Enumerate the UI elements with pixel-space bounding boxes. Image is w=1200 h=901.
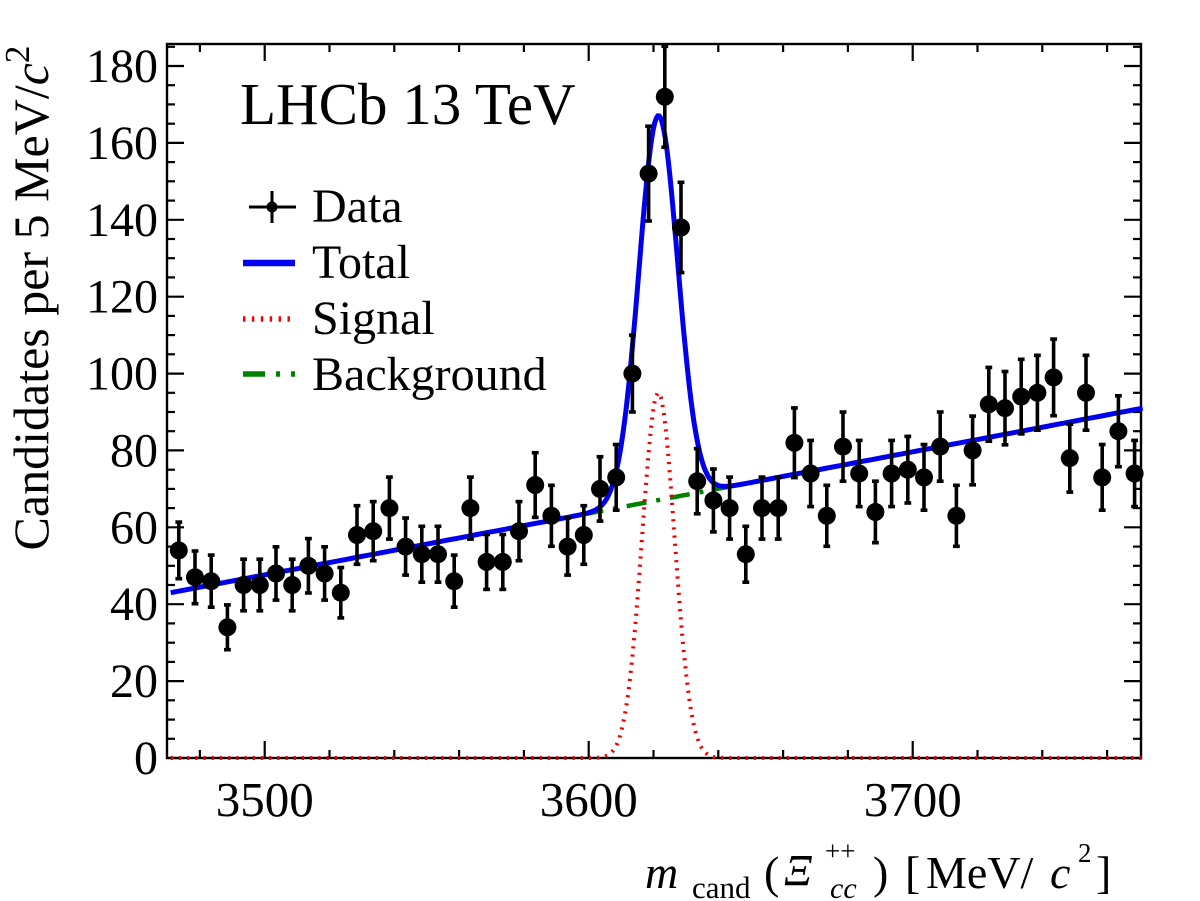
- svg-text:60: 60: [110, 501, 158, 554]
- svg-text:LHCb 13 TeV: LHCb 13 TeV: [240, 71, 576, 137]
- svg-text:40: 40: [110, 578, 158, 631]
- svg-text:++: ++: [825, 836, 855, 866]
- svg-text:0: 0: [134, 732, 158, 785]
- svg-text:80: 80: [110, 424, 158, 477]
- svg-text:120: 120: [86, 271, 158, 324]
- svg-text:160: 160: [86, 117, 158, 170]
- svg-text:Background: Background: [312, 348, 547, 401]
- svg-text:c: c: [1050, 847, 1070, 898]
- svg-text:cc: cc: [830, 872, 857, 901]
- svg-text:): ): [873, 847, 888, 898]
- svg-text:3600: 3600: [540, 772, 638, 827]
- svg-text:180: 180: [86, 40, 158, 93]
- svg-text:[: [: [905, 847, 920, 898]
- svg-text:2: 2: [1078, 838, 1092, 868]
- svg-text:]: ]: [1096, 847, 1111, 898]
- svg-text:3500: 3500: [216, 772, 314, 827]
- svg-text:Signal: Signal: [312, 292, 435, 345]
- svg-text:cand: cand: [692, 870, 751, 901]
- svg-text:3700: 3700: [864, 772, 962, 827]
- svg-text:m: m: [645, 847, 678, 898]
- svg-text:20: 20: [110, 655, 158, 708]
- svg-text:MeV/: MeV/: [926, 847, 1034, 898]
- svg-text:Total: Total: [312, 236, 410, 289]
- svg-text:Ξ: Ξ: [784, 846, 812, 895]
- svg-text:(: (: [764, 847, 779, 898]
- svg-text:Candidates per 5 MeV/c2: Candidates per 5 MeV/c2: [0, 46, 59, 551]
- svg-text:Data: Data: [312, 180, 403, 233]
- svg-text:140: 140: [86, 194, 158, 247]
- svg-text:100: 100: [86, 348, 158, 401]
